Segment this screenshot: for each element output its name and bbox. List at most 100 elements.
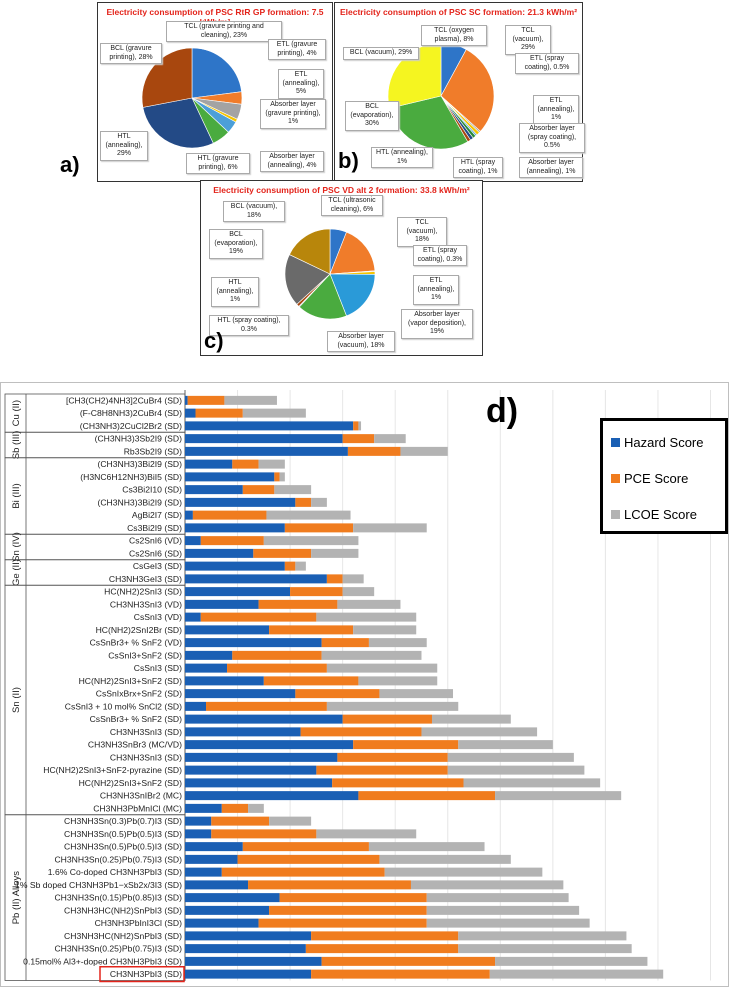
category-label: CH3NH3PbInI3Cl (SD): [95, 918, 183, 928]
panel-label-c: c): [204, 328, 224, 353]
bar-lcoe-score: [353, 625, 417, 635]
bar-lcoe-score: [279, 472, 285, 482]
category-label: (CH3NH3)3Bi2I9 (SD): [97, 459, 182, 469]
bar-pce-score: [232, 459, 259, 469]
bar-pce-score: [242, 485, 275, 495]
bar-pce-score: [321, 956, 496, 966]
pie-a-chart: [141, 47, 243, 149]
bar-pce-score: [300, 727, 422, 737]
bar-hazard-score: [185, 829, 212, 839]
category-label: HC(NH2)2SnI3+SnF2-pyrazine (SD): [43, 765, 182, 775]
pie-b-chart: [387, 42, 495, 150]
bar-lcoe-score: [266, 510, 351, 520]
bar-lcoe-score: [400, 446, 448, 456]
legend-item-lcoe: LCOE Score: [611, 507, 697, 522]
pie-b-label-abs-anneal: Absorber layer (annealing), 1%: [519, 157, 583, 178]
bar-lcoe-score: [342, 574, 364, 584]
bar-lcoe-score: [353, 523, 427, 533]
category-label: CH3NH3Sn(0.25)Pb(0.75)I3 (SD): [54, 944, 182, 954]
bar-hazard-score: [185, 803, 222, 813]
pie-b-slices: [387, 42, 495, 150]
pie-b-label-tcl-vacuum: TCL (vacuum), 29%: [505, 25, 551, 55]
bar-pce-score: [305, 944, 459, 954]
bar-hazard-score: [185, 434, 343, 444]
category-label: CH3NH3SnIBr2 (MC): [100, 791, 182, 801]
bar-pce-score: [248, 880, 411, 890]
bar-lcoe-score: [426, 918, 590, 928]
category-label: CH3NH3Sn(0.3)Pb(0.7)I3 (SD): [64, 816, 182, 826]
pie-c-label-abs-vacuum: Absorber layer (vacuum), 18%: [327, 331, 395, 352]
bar-lcoe-score: [379, 854, 511, 864]
bar-hazard-score: [185, 969, 312, 979]
bar-hazard-score: [185, 727, 301, 737]
bar-hazard-score: [185, 689, 296, 699]
bar-lcoe-score: [258, 459, 285, 469]
bar-lcoe-score: [326, 701, 459, 711]
pie-c-label-tcl-vacuum: TCL (vacuum), 18%: [397, 217, 447, 247]
bar-lcoe-score: [458, 931, 627, 941]
bar-group-labels: Cu (II) Sb (III) Bi (III) Sn (IV)Ge (II) Sn …: [4, 393, 186, 981]
panel-label-a: a): [60, 152, 80, 177]
bar-lcoe-score: [384, 867, 543, 877]
bar-lcoe-score: [447, 752, 574, 762]
bar-lcoe-score: [421, 727, 538, 737]
legend-label-hazard: Hazard Score: [624, 435, 704, 450]
bar-pce-score: [206, 701, 327, 711]
pie-b-label-etl-anneal: ETL (annealing), 1%: [533, 95, 579, 125]
bar-pce-score: [195, 408, 243, 418]
bar-pce-score: [242, 842, 369, 852]
category-label: CH3NH3PbI3 (SD): [110, 969, 182, 979]
bar-lcoe-score: [495, 956, 648, 966]
category-label: CH3NH3SnI3 (VD): [110, 599, 182, 609]
pie-c-label-abs-vapor: Absorber layer (vapor deposition), 19%: [401, 309, 473, 339]
bar-hazard-score: [185, 867, 222, 877]
legend-item-hazard: Hazard Score: [611, 435, 703, 450]
bar-lcoe-score: [269, 816, 312, 826]
bar-pce-score: [316, 765, 448, 775]
bar-hazard-score: [185, 944, 306, 954]
bar-pce-score: [274, 472, 280, 482]
bar-lcoe-score: [495, 791, 622, 801]
bar-pce-score: [332, 778, 464, 788]
bar-pce-score: [295, 689, 380, 699]
bar-lcoe-score: [263, 536, 359, 546]
bar-lcoe-score: [311, 548, 359, 558]
bar-lcoe-score: [358, 676, 438, 686]
bar-lcoe-score: [426, 905, 580, 915]
bar-lcoe-score: [224, 395, 277, 405]
group-label: Ge (II): [11, 559, 22, 586]
bar-hazard-score: [185, 905, 270, 915]
pie-b-label-bcl-evap: BCL (evaporation), 30%: [345, 101, 399, 131]
bar-lcoe-score: [368, 638, 427, 648]
bar-hazard-score: [185, 625, 270, 635]
pie-a-label-abs-anneal: Absorber layer (annealing), 4%: [260, 151, 324, 172]
bar-lcoe-score: [447, 765, 585, 775]
category-label: 0.15mol% Al3+-doped CH3NH3PbI3 (SD): [23, 956, 182, 966]
category-label: Cs3Bi2I9 (SD): [127, 523, 182, 533]
pie-c-title: Electricity consumption of PSC VD alt 2 …: [213, 185, 470, 195]
bar-hazard-score: [185, 854, 238, 864]
bar-hazard-score: [185, 536, 201, 546]
category-label: Cs2SnI6 (SD): [129, 548, 182, 558]
bar-hazard-score: [185, 880, 249, 890]
bar-hazard-score: [185, 459, 233, 469]
bar-hazard-score: [185, 765, 317, 775]
category-label: CH3NH3SnI3 (SD): [110, 752, 182, 762]
pie-a-label-etl-anneal: ETL (annealing), 5%: [278, 69, 324, 99]
bar-pce-score: [290, 587, 343, 597]
bar-pce-score: [311, 931, 459, 941]
bar-lcoe-score: [368, 842, 485, 852]
bar-pce-score: [211, 829, 317, 839]
pie-c-label-etl-spray: ETL (spray coating), 0.3%: [413, 245, 467, 266]
pie-c-slice-5: [298, 273, 347, 320]
bar-hazard-score: [185, 599, 259, 609]
bar-hazard-score: [185, 791, 359, 801]
bar-hazard-score: [185, 497, 296, 507]
bar-lcoe-score: [316, 612, 417, 622]
pie-b-label-bcl-vacuum: BCL (vacuum), 29%: [343, 47, 419, 60]
bar-pce-score: [295, 497, 312, 507]
pie-a-slices: [141, 47, 243, 149]
bar-lcoe-score: [337, 599, 401, 609]
bar-lcoe-score: [458, 740, 553, 750]
category-label: CH3NH3SnI3 (SD): [110, 727, 182, 737]
